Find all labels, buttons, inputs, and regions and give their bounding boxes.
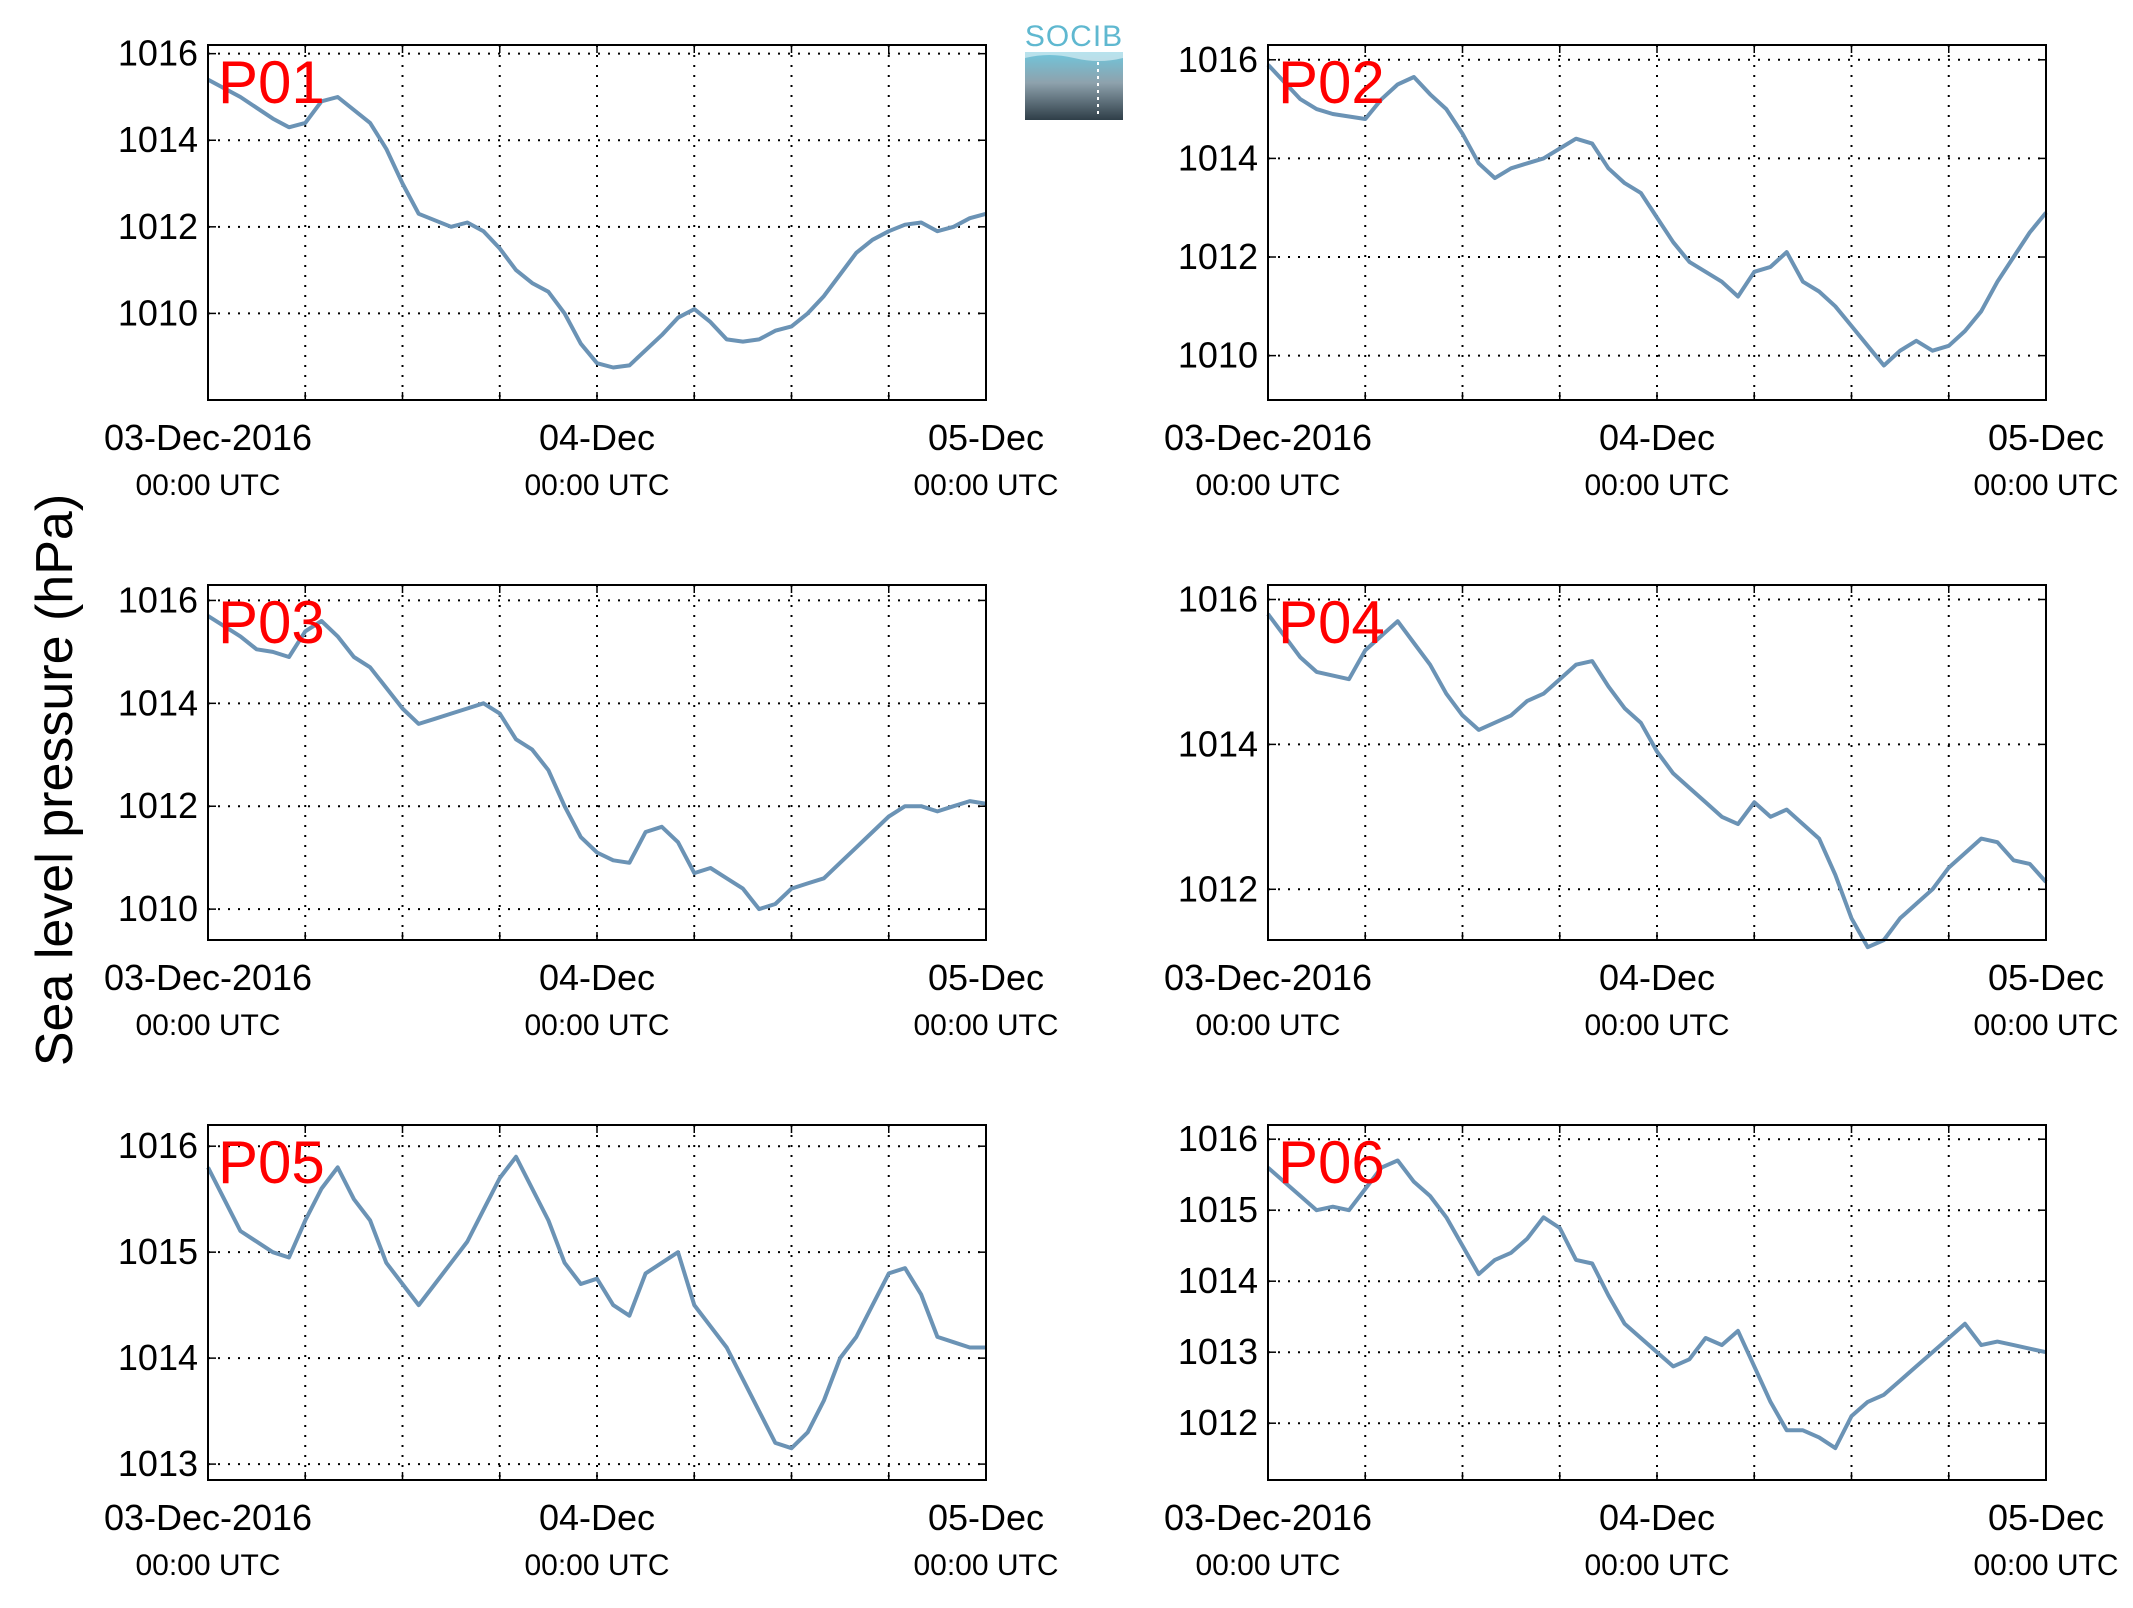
y-tick-label: 1014 — [1178, 723, 1258, 764]
panel-p03: 1010 1012 1014 1016 03-Dec-2016 00:00 UTC 04-D… — [104, 579, 1059, 1042]
panel-p05: 1013 1014 1015 1016 03-Dec-2016 00:00 UTC 04-D… — [104, 1124, 1059, 1582]
axes-frame — [1267, 584, 2047, 941]
x-tick-sublabel: 00:00 UTC — [913, 469, 1058, 502]
y-tick-label: 1010 — [118, 292, 198, 333]
x-tick-sublabel: 00:00 UTC — [1973, 1009, 2118, 1042]
logo-text: SOCIB — [1025, 20, 1123, 53]
station-label: P06 — [1278, 1129, 1385, 1196]
y-tick-label: 1015 — [118, 1231, 198, 1272]
station-label: P05 — [218, 1129, 325, 1196]
x-tick-label: 04-Dec — [539, 1497, 655, 1538]
y-tick-label: 1016 — [1178, 1118, 1258, 1159]
x-tick-sublabel: 00:00 UTC — [135, 469, 280, 502]
axes-frame — [1267, 1124, 2047, 1481]
x-tick-sublabel: 00:00 UTC — [1584, 469, 1729, 502]
series-line-p06 — [1266, 1158, 2047, 1451]
y-tick-label: 1010 — [1178, 335, 1258, 376]
x-tick-label: 04-Dec — [539, 957, 655, 998]
series-line-p04 — [1266, 612, 2048, 950]
y-tick-label: 1014 — [1178, 1260, 1258, 1301]
y-tick-label: 1014 — [1178, 137, 1258, 178]
x-tick-label: 03-Dec-2016 — [1164, 957, 1372, 998]
x-tick-label: 05-Dec — [1988, 417, 2104, 458]
x-tick-sublabel: 00:00 UTC — [135, 1549, 280, 1582]
panel-p06: 1012 1013 1014 1015 1016 03-Dec-2016 00:00 UTC… — [1164, 1118, 2119, 1582]
y-tick-label: 1014 — [118, 119, 198, 160]
x-tick-label: 04-Dec — [1599, 1497, 1715, 1538]
x-tick-label: 05-Dec — [1988, 957, 2104, 998]
x-tick-sublabel: 00:00 UTC — [1195, 1549, 1340, 1582]
y-tick-label: 1014 — [118, 682, 198, 723]
axes-frame — [1267, 44, 2047, 401]
logo-badge — [1025, 52, 1123, 120]
plot-area — [1268, 1125, 2046, 1480]
x-tick-sublabel: 00:00 UTC — [524, 1009, 669, 1042]
x-tick-sublabel: 00:00 UTC — [913, 1549, 1058, 1582]
socib-logo: SOCIB — [1025, 20, 1123, 120]
y-tick-label: 1016 — [1178, 578, 1258, 619]
x-tick-label: 05-Dec — [928, 957, 1044, 998]
y-tick-label: 1012 — [118, 785, 198, 826]
x-tick-label: 04-Dec — [1599, 417, 1715, 458]
x-tick-label: 05-Dec — [1988, 1497, 2104, 1538]
y-tick-label: 1013 — [1178, 1331, 1258, 1372]
series-line-p03 — [206, 614, 987, 912]
x-tick-sublabel: 00:00 UTC — [913, 1009, 1058, 1042]
x-tick-label: 03-Dec-2016 — [1164, 417, 1372, 458]
panel-p01: 1010 1012 1014 1016 03-Dec-2016 00:00 UTC 04-D… — [104, 33, 1059, 502]
y-tick-label: 1012 — [118, 206, 198, 247]
y-tick-label: 1012 — [1178, 236, 1258, 277]
x-tick-sublabel: 00:00 UTC — [1195, 1009, 1340, 1042]
x-tick-label: 03-Dec-2016 — [104, 957, 312, 998]
x-tick-label: 05-Dec — [928, 1497, 1044, 1538]
x-tick-sublabel: 00:00 UTC — [1584, 1009, 1729, 1042]
x-tick-sublabel: 00:00 UTC — [1973, 1549, 2118, 1582]
y-tick-label: 1016 — [118, 33, 198, 74]
x-tick-label: 05-Dec — [928, 417, 1044, 458]
x-tick-sublabel: 00:00 UTC — [1973, 469, 2118, 502]
plot-area — [1268, 585, 2046, 940]
panel-p04: 1012 1014 1016 03-Dec-2016 00:00 UTC 04-Dec 00… — [1164, 578, 2119, 1042]
x-tick-sublabel: 00:00 UTC — [135, 1009, 280, 1042]
x-tick-label: 04-Dec — [539, 417, 655, 458]
axes-frame — [207, 584, 987, 941]
x-tick-label: 03-Dec-2016 — [104, 417, 312, 458]
y-tick-label: 1016 — [118, 1125, 198, 1166]
plot-area — [208, 45, 986, 400]
axes-frame — [207, 44, 987, 401]
y-tick-label: 1015 — [1178, 1189, 1258, 1230]
y-tick-label: 1016 — [118, 579, 198, 620]
x-tick-label: 04-Dec — [1599, 957, 1715, 998]
panel-p02: 1010 1012 1014 1016 03-Dec-2016 00:00 UTC 04-D… — [1164, 39, 2119, 502]
axes-frame — [207, 1124, 987, 1481]
y-tick-label: 1012 — [1178, 1402, 1258, 1443]
x-tick-sublabel: 00:00 UTC — [524, 1549, 669, 1582]
y-tick-label: 1010 — [118, 888, 198, 929]
x-tick-sublabel: 00:00 UTC — [524, 469, 669, 502]
y-tick-label: 1016 — [1178, 39, 1258, 80]
y-tick-label: 1012 — [1178, 868, 1258, 909]
station-label: P03 — [218, 589, 325, 656]
plot-area — [208, 1125, 986, 1480]
plot-area — [208, 585, 986, 940]
x-tick-sublabel: 00:00 UTC — [1584, 1549, 1729, 1582]
y-tick-label: 1013 — [118, 1443, 198, 1484]
series-line-p02 — [1266, 63, 2048, 368]
x-tick-label: 03-Dec-2016 — [104, 1497, 312, 1538]
station-label: P04 — [1278, 589, 1385, 656]
x-tick-label: 03-Dec-2016 — [1164, 1497, 1372, 1538]
series-line-p01 — [207, 77, 987, 370]
station-label: P01 — [218, 49, 325, 116]
x-tick-sublabel: 00:00 UTC — [1195, 469, 1340, 502]
y-tick-label: 1014 — [118, 1337, 198, 1378]
station-label: P02 — [1278, 49, 1385, 116]
series-line-p05 — [206, 1154, 986, 1451]
y-axis-label: Sea level pressure (hPa) — [26, 494, 84, 1066]
